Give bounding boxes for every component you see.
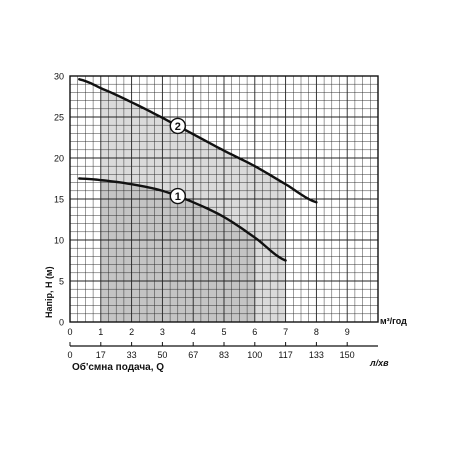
x-secondary-tick-label: 150 <box>340 350 355 360</box>
curve-2 <box>78 78 318 204</box>
x-secondary-tick-label: 67 <box>188 350 198 360</box>
y-tick-label: 30 <box>54 72 64 82</box>
x-tick-label: 5 <box>221 327 226 337</box>
x-tick-label: 8 <box>314 327 319 337</box>
x-tick-label: 1 <box>98 327 103 337</box>
x-tick-label: 9 <box>345 327 350 337</box>
y-axis-label: Напір, H (м) <box>44 266 54 318</box>
plot-frame <box>69 75 379 323</box>
curves: 12 <box>78 78 318 262</box>
grid <box>70 76 378 322</box>
x-tick-label: 4 <box>191 327 196 337</box>
curve-2-marker <box>169 117 187 135</box>
y-tick-label: 10 <box>54 236 64 246</box>
x-secondary-tick-label: 100 <box>247 350 262 360</box>
curve-1-marker <box>169 187 187 205</box>
curve-2-label: 2 <box>175 121 181 133</box>
y-tick-label: 15 <box>54 195 64 205</box>
y-tick-label: 0 <box>59 318 64 328</box>
x-unit-secondary-label: л/хв <box>369 358 389 368</box>
y-tick-label: 20 <box>54 154 64 164</box>
x-secondary-tick-label: 50 <box>157 350 167 360</box>
x-secondary-tick-label: 17 <box>96 350 106 360</box>
y-tick-label: 5 <box>59 277 64 287</box>
x-unit-primary-label: м³/год <box>380 316 407 326</box>
y-tick-label: 25 <box>54 113 64 123</box>
x-axis-label: Об'смна подача, Q <box>72 361 164 373</box>
x-secondary-tick-label: 133 <box>309 350 324 360</box>
x-tick-label: 3 <box>160 327 165 337</box>
x-tick-label: 6 <box>252 327 257 337</box>
x-secondary-tick-label: 117 <box>278 350 292 360</box>
x-secondary-tick-label: 33 <box>127 350 137 360</box>
x-secondary-tick-label: 0 <box>67 350 72 360</box>
x-tick-label: 2 <box>129 327 134 337</box>
x-tick-label: 7 <box>283 327 288 337</box>
x-tick-label: 0 <box>67 327 72 337</box>
x-secondary-tick-label: 83 <box>219 350 229 360</box>
curve-1-label: 1 <box>175 191 181 203</box>
